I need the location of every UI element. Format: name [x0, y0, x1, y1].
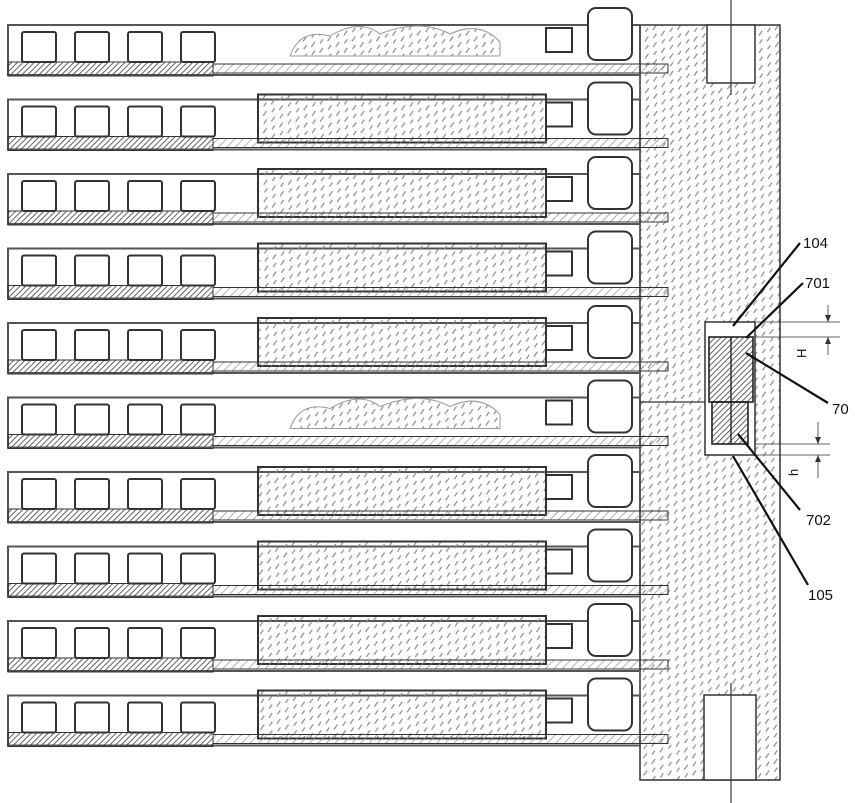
label-702: 702: [806, 512, 831, 529]
profile-unit: [7, 230, 669, 300]
label-105: 105: [808, 587, 833, 604]
dimension-h-label: h: [786, 469, 801, 476]
leader-701: [745, 282, 804, 339]
leader-105: [732, 455, 809, 586]
leader-104: [732, 242, 801, 327]
repeating-units: [7, 7, 669, 747]
profile-unit: [7, 528, 669, 598]
key-70: [708, 336, 754, 445]
label-104: 104: [803, 235, 828, 252]
dimension-H-label: H: [794, 349, 809, 358]
profile-unit: [7, 677, 669, 747]
leader-70: [745, 352, 829, 404]
profile-unit: [7, 379, 669, 449]
profile-unit: [7, 603, 669, 673]
label-70: 70: [832, 401, 849, 418]
top-slot: [706, 0, 756, 95]
dimension-H: H: [755, 305, 840, 358]
label-701: 701: [805, 275, 830, 292]
profile-unit: [7, 156, 669, 226]
profile-unit: [7, 454, 669, 524]
profile-unit: [7, 81, 669, 151]
dimension-h: h: [755, 422, 830, 478]
leader-702: [737, 433, 801, 511]
profile-unit: [7, 305, 669, 375]
leader-lines: [732, 242, 829, 586]
bottom-slot: [703, 683, 757, 803]
profile-unit: [7, 7, 669, 77]
